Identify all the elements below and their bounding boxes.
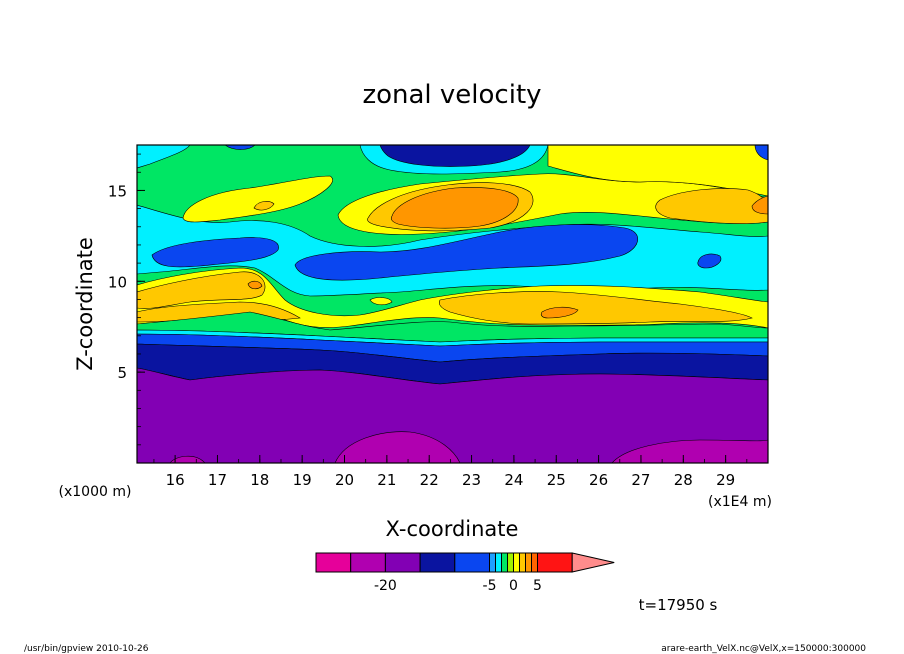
colorbar-segment — [513, 552, 520, 573]
colorbar-segment — [507, 552, 514, 573]
x-tick-label: 20 — [335, 471, 354, 489]
region-orange-small-west — [253, 201, 275, 211]
contour-field — [137, 145, 768, 463]
colorbar-segment — [350, 552, 386, 573]
region-yellow-upper-jet — [182, 175, 333, 223]
region-mid-blue-core-center — [294, 224, 638, 281]
colorbar-segment — [495, 552, 502, 573]
colorbar-tick-label: 0 — [509, 578, 518, 594]
region-orange-upper-ne — [655, 188, 768, 224]
y-unit-note: (x1000 m) — [59, 484, 132, 500]
y-tick-label: 5 — [117, 364, 127, 382]
x-tick-label: 21 — [377, 471, 396, 489]
region-lower-purple-band — [137, 367, 768, 463]
footer-left: /usr/bin/gpview 2010-10-26 — [24, 644, 149, 654]
region-orange-upper-core — [390, 187, 519, 229]
time-label: t=17950 s — [639, 596, 718, 614]
x-unit-note: (x1E4 m) — [708, 494, 772, 510]
colorbar-segment — [531, 552, 538, 573]
x-tick-label: 18 — [250, 471, 269, 489]
colorbar-segment — [454, 552, 490, 573]
x-tick-label: 27 — [631, 471, 650, 489]
region-yellow-dot — [369, 297, 393, 306]
x-tick-label: 17 — [208, 471, 227, 489]
colorbar-segment — [501, 552, 508, 573]
colorbar-segment — [489, 552, 496, 573]
colorbar-tick-label: 5 — [533, 578, 542, 594]
y-axis: 5 10 15 — [108, 153, 145, 446]
region-mid-blue-core — [151, 237, 279, 268]
colorbar — [315, 552, 615, 573]
region-orange-ne-dot — [751, 195, 768, 215]
x-tick-label: 24 — [504, 471, 523, 489]
x-tick-label: 28 — [674, 471, 693, 489]
colorbar-segment — [519, 552, 526, 573]
colorbar-segment — [537, 552, 573, 573]
x-tick-label: 23 — [462, 471, 481, 489]
colorbar-tick-labels: -20 -5 0 5 — [374, 578, 542, 594]
y-axis-label: Z-coordinate — [73, 237, 97, 371]
region-small-blue-east — [697, 253, 722, 269]
colorbar-tick-label: -5 — [483, 578, 497, 594]
plot-frame — [136, 144, 769, 464]
x-tick-label: 19 — [293, 471, 312, 489]
chart-title: zonal velocity — [362, 80, 541, 110]
y-tick-label: 10 — [108, 273, 127, 291]
x-tick-label: 25 — [547, 471, 566, 489]
y-tick-label: 15 — [108, 182, 127, 200]
region-orange-west-core — [137, 271, 266, 309]
region-orange-east-core — [439, 291, 753, 325]
colorbar-arrow — [571, 552, 615, 573]
colorbar-segment — [315, 552, 352, 573]
colorbar-segment — [525, 552, 532, 573]
colorbar-tick-label: -20 — [374, 578, 397, 594]
region-top-right-blue — [754, 145, 768, 161]
x-axis: 16 17 18 19 20 21 22 23 24 25 26 27 28 29 — [153, 455, 769, 489]
region-magenta-pocket-east — [611, 439, 768, 463]
x-tick-label: 22 — [420, 471, 439, 489]
x-tick-label: 29 — [716, 471, 735, 489]
region-top-dark-blue-pocket — [379, 145, 531, 167]
footer-right: arare-earth_VelX.nc@VelX,x=150000:300000 — [661, 644, 866, 654]
x-axis-label: X-coordinate — [386, 517, 519, 541]
x-tick-label: 26 — [589, 471, 608, 489]
colorbar-segment — [419, 552, 456, 573]
region-orange-dot — [247, 280, 263, 290]
region-orange-east-inner — [540, 306, 579, 319]
colorbar-segment — [384, 552, 421, 573]
x-tick-label: 16 — [166, 471, 185, 489]
